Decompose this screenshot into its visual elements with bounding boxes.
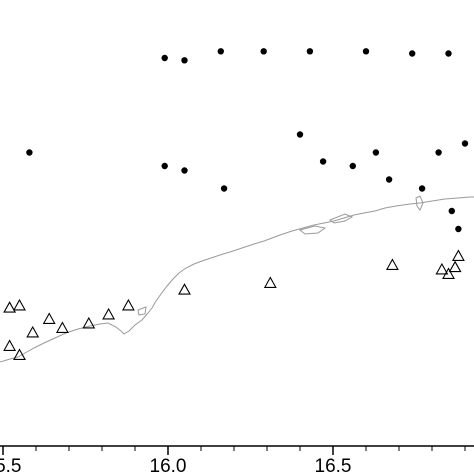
station-circle-marker [306,48,314,55]
station-circle-marker [409,50,416,57]
coastline-island [415,195,424,211]
station-circle-marker [435,149,442,156]
station-triangle-marker [13,348,26,360]
station-triangle-marker [42,312,56,324]
x-tick-label: 16.0 [150,456,187,474]
station-circle-marker [455,225,462,233]
station-circle-marker [461,140,469,147]
station-triangle-marker [3,301,17,313]
station-circle-marker [260,48,267,55]
station-circle-marker [296,131,304,138]
station-triangle-marker [82,316,96,329]
station-circle-marker [448,207,455,215]
station-circle-marker [418,185,426,192]
station-triangle-marker [263,276,277,288]
station-circle-marker [181,57,188,64]
station-triangle-marker [55,321,69,333]
coastline-line [0,196,474,363]
station-circle-marker [217,48,224,55]
x-axis: 15.516.016.517.017.518.0 [0,445,474,474]
station-circle-marker [445,50,452,57]
station-circle-marker [26,149,33,156]
station-triangle-marker [102,307,116,320]
station-triangle-marker [26,325,40,338]
station-triangle-marker [451,249,465,261]
x-tick-label: 15.5 [0,456,21,474]
coastline-island [328,213,354,224]
station-triangle-marker [385,258,399,270]
station-circle-marker [362,48,370,55]
station-triangle-marker [435,262,449,275]
station-triangle-marker [442,267,455,279]
station-circle-marker [385,176,393,183]
coastline-island [137,306,147,316]
station-circle-marker [319,158,327,165]
station-triangle-marker [13,298,26,311]
x-tick-label: 16.5 [315,456,352,474]
station-circle-marker [161,162,168,170]
stations-layer [3,48,469,360]
x-tick-group: 15.516.016.517.017.518.0 [0,446,466,474]
station-circle-marker [220,185,228,192]
station-triangle-marker [3,339,17,351]
station-circle-marker [161,54,168,62]
station-circle-marker [349,162,356,170]
coastline-layer [0,195,474,363]
station-triangle-marker [121,298,135,311]
station-triangle-marker [178,283,191,295]
coastline-island [298,225,327,235]
station-circle-marker [181,167,188,174]
station-circle-marker [372,149,380,156]
station-triangle-marker [448,260,462,273]
